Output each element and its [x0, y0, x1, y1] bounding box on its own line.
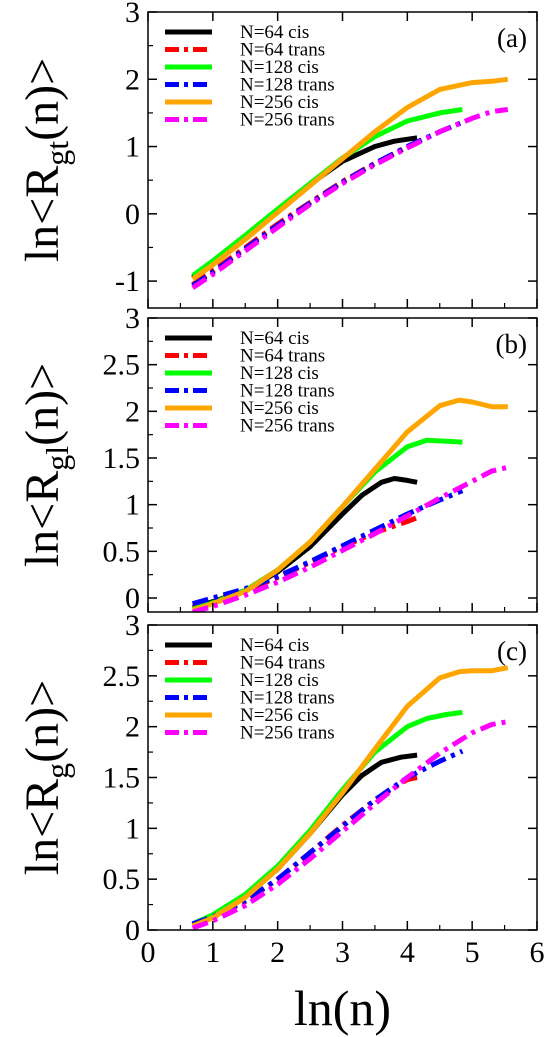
legend-label: N=64 trans	[240, 346, 325, 367]
y-axis-label-main: ln<R	[16, 471, 69, 567]
series-line-n-256-trans	[191, 719, 509, 930]
legend-label: N=256 trans	[240, 416, 335, 437]
legend-label: N=128 trans	[240, 75, 335, 96]
y-axis-label: ln<Rgt(n)>	[16, 58, 75, 262]
y-axis-label-sub: gl	[39, 446, 75, 471]
y-tick-label: 2	[125, 63, 140, 96]
x-tick-label: 4	[400, 936, 415, 969]
series-line-n-256-cis	[191, 665, 509, 929]
legend-label: N=128 cis	[240, 363, 319, 384]
panel-tag: (a)	[497, 23, 527, 53]
y-tick-label: 3	[125, 302, 140, 335]
series-line-n-256-cis	[191, 397, 508, 612]
series-line-n-128-trans	[191, 748, 464, 927]
y-tick-label: 2	[125, 395, 140, 428]
series-line-n-128-trans	[191, 119, 464, 288]
y-tick-label: 1	[125, 812, 140, 845]
legend-label: N=256 trans	[240, 110, 335, 131]
y-axis-label: ln<Rgl(n)>	[16, 363, 75, 567]
y-axis-label-sub: g	[39, 763, 75, 779]
legend-label: N=64 cis	[240, 635, 309, 656]
legend-label: N=128 trans	[240, 381, 335, 402]
y-axis-label: ln<Rg(n)>	[16, 680, 75, 875]
legend-label: N=128 cis	[240, 57, 319, 78]
y-tick-label: 0	[125, 198, 140, 231]
x-tick-label: 0	[141, 936, 156, 969]
y-tick-label: 1	[125, 131, 140, 164]
y-tick-label: 3	[125, 0, 140, 29]
y-tick-label: 1.5	[103, 762, 141, 795]
y-tick-label: 3	[125, 609, 140, 642]
y-tick-label: 2.5	[103, 660, 141, 693]
plot-frame	[147, 317, 538, 613]
series-line-n-64-cis	[192, 476, 418, 610]
legend-label: N=64 cis	[240, 22, 309, 43]
y-tick-label: 0.5	[103, 535, 141, 568]
x-axis-label: ln(n)	[294, 980, 391, 1036]
y-axis-label-end: (n)>	[16, 363, 69, 446]
legend-label: N=64 trans	[240, 653, 325, 674]
y-tick-label: 2	[125, 711, 140, 744]
x-tick-label: 6	[530, 936, 545, 969]
y-axis-label-end: (n)>	[16, 680, 69, 763]
x-tick-label: 3	[335, 936, 350, 969]
series-line-n-256-trans	[192, 464, 509, 612]
x-tick-label: 1	[205, 936, 220, 969]
series-line-n-256-trans	[191, 107, 509, 290]
series-line-n-256-cis	[191, 76, 509, 282]
y-axis-label-main: ln<R	[16, 166, 69, 262]
y-axis-label-end: (n)>	[16, 58, 69, 141]
series-line-n-128-trans	[192, 488, 464, 607]
y-axis-label-sub: gt	[39, 141, 75, 166]
y-tick-label: 1.5	[103, 442, 141, 475]
legend-label: N=128 cis	[240, 670, 319, 691]
legend-label: N=256 cis	[240, 92, 319, 113]
panel-tag: (b)	[496, 329, 527, 359]
legend-label: N=64 trans	[240, 40, 325, 61]
series-line-n-128-cis	[191, 709, 463, 927]
x-tick-label: 5	[465, 936, 480, 969]
y-tick-label: 0	[125, 914, 140, 947]
y-tick-label: 1	[125, 489, 140, 522]
legend-label: N=128 trans	[240, 688, 335, 709]
y-tick-label: 2.5	[103, 349, 141, 382]
y-tick-label: 0	[125, 582, 140, 615]
legend-label: N=64 cis	[240, 328, 309, 349]
y-tick-label: -1	[115, 265, 140, 298]
legend-label: N=256 cis	[240, 398, 319, 419]
panel-tag: (c)	[497, 636, 527, 666]
y-axis-label-main: ln<R	[16, 779, 69, 875]
x-tick-label: 2	[270, 936, 285, 969]
legend-label: N=256 cis	[240, 705, 319, 726]
legend-label: N=256 trans	[240, 723, 335, 744]
y-tick-label: 0.5	[103, 863, 141, 896]
